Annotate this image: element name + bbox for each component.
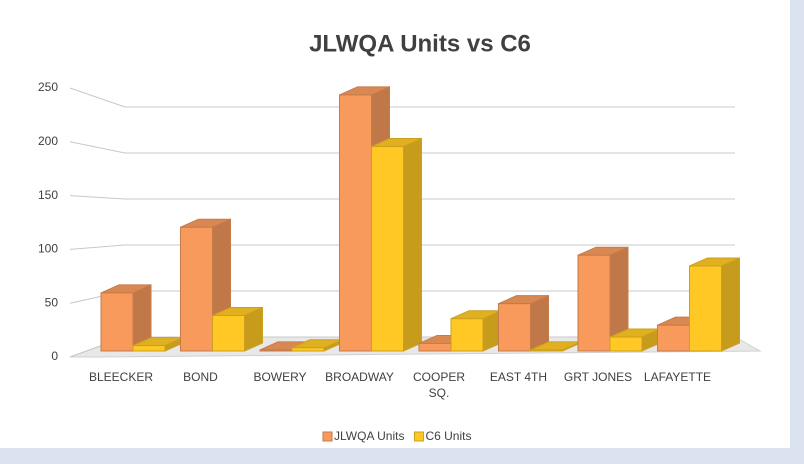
x-tick-label: BOND xyxy=(183,370,218,384)
bar xyxy=(212,306,263,352)
bar-front xyxy=(339,94,372,352)
bar-front xyxy=(100,292,134,352)
bar xyxy=(577,246,629,352)
bar-side xyxy=(403,137,422,352)
x-tick-label: BROADWAY xyxy=(325,370,394,384)
x-tick-label: BOWERY xyxy=(253,370,306,384)
bar-front xyxy=(609,336,643,352)
x-tick-label: COOPER SQ. xyxy=(413,370,465,400)
bar xyxy=(450,309,502,352)
y-tick-label: 0 xyxy=(51,349,58,363)
bar-front xyxy=(371,146,404,352)
legend-swatch xyxy=(322,431,333,442)
bar-side xyxy=(721,257,740,352)
x-tick-label: LAFAYETTE xyxy=(644,370,711,384)
bar-front xyxy=(418,342,452,352)
bar-front xyxy=(498,303,531,352)
grid-line xyxy=(69,141,126,154)
x-tick-label: GRT JONES xyxy=(564,370,632,384)
bar xyxy=(371,137,422,352)
bar xyxy=(689,257,740,352)
bar-front xyxy=(577,254,611,352)
y-tick-label: 100 xyxy=(38,242,58,256)
legend-swatch xyxy=(413,431,424,442)
bar-front xyxy=(132,345,166,352)
bar-front xyxy=(450,318,484,352)
y-tick-label: 200 xyxy=(38,134,58,148)
grid-line xyxy=(69,244,126,250)
y-tick-label: 150 xyxy=(38,188,58,202)
grid-line xyxy=(69,87,126,108)
chart-title: JLWQA Units vs C6 xyxy=(309,30,531,57)
grid-line xyxy=(69,195,126,200)
legend-label: JLWQA Units xyxy=(334,429,404,443)
bar-front xyxy=(180,226,213,352)
x-tick-label: EAST 4TH xyxy=(490,370,547,384)
legend-label: C6 Units xyxy=(425,429,471,443)
bar xyxy=(100,284,152,352)
bar xyxy=(498,294,549,352)
x-tick-label: BLEECKER xyxy=(89,370,153,384)
bar xyxy=(291,339,343,352)
bar xyxy=(609,328,661,352)
bar-front xyxy=(259,349,293,352)
bar-front xyxy=(689,265,722,352)
y-tick-label: 250 xyxy=(38,80,58,94)
bar-front xyxy=(212,314,245,352)
bar-front xyxy=(291,347,325,352)
bar-front xyxy=(657,324,690,352)
bar-front xyxy=(530,349,563,352)
y-tick-label: 50 xyxy=(45,295,59,309)
